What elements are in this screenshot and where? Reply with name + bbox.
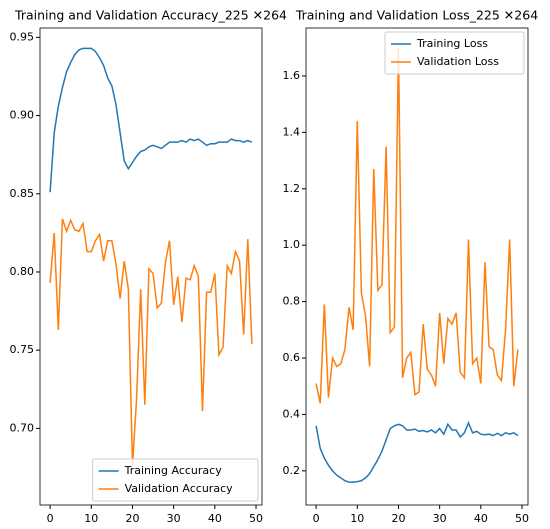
y-tick-label: 0.4 [283, 407, 301, 420]
y-tick-label: 0.90 [10, 109, 35, 122]
chart-title: Training and Validation Loss_225 ✕264 [295, 8, 538, 23]
x-tick-label: 30 [433, 512, 447, 525]
series-line [49, 218, 253, 466]
y-tick-label: 0.2 [283, 464, 301, 477]
legend-label: Validation Loss [417, 55, 499, 68]
x-tick-label: 50 [249, 512, 263, 525]
legend-label: Training Accuracy [124, 464, 223, 477]
legend: Training Loss Validation Loss [384, 31, 525, 75]
x-tick-label: 20 [391, 512, 405, 525]
x-tick-label: 40 [208, 512, 222, 525]
x-tick-label: 10 [84, 512, 98, 525]
legend-label: Training Loss [416, 37, 488, 50]
legend-label: Validation Accuracy [125, 482, 234, 495]
y-tick-label: 0.8 [283, 295, 301, 308]
y-tick-label: 0.80 [10, 265, 35, 278]
x-tick-label: 30 [167, 512, 181, 525]
x-tick-label: 40 [474, 512, 488, 525]
series-line [315, 47, 519, 404]
series-line [49, 47, 253, 193]
y-tick-label: 0.75 [10, 343, 35, 356]
y-tick-label: 1.4 [283, 125, 301, 138]
chart-title: Training and Validation Accuracy_225 ✕26… [14, 8, 287, 23]
x-tick-label: 0 [47, 512, 54, 525]
x-tick-label: 10 [350, 512, 364, 525]
y-tick-label: 0.70 [10, 421, 35, 434]
plot-frame [39, 27, 263, 506]
x-tick-label: 50 [515, 512, 529, 525]
legend: Training Accuracy Validation Accuracy [92, 458, 259, 502]
y-tick-label: 1.6 [283, 69, 301, 82]
series-line [315, 420, 519, 483]
plot-frame [305, 27, 529, 506]
y-tick-label: 0.6 [283, 351, 301, 364]
y-tick-label: 0.95 [10, 30, 35, 43]
y-tick-label: 1.2 [283, 182, 301, 195]
y-tick-label: 0.85 [10, 187, 35, 200]
y-tick-label: 1.0 [283, 238, 301, 251]
legend-frame [92, 458, 259, 502]
x-tick-label: 0 [313, 512, 320, 525]
x-tick-label: 20 [125, 512, 139, 525]
legend-frame [384, 31, 525, 75]
